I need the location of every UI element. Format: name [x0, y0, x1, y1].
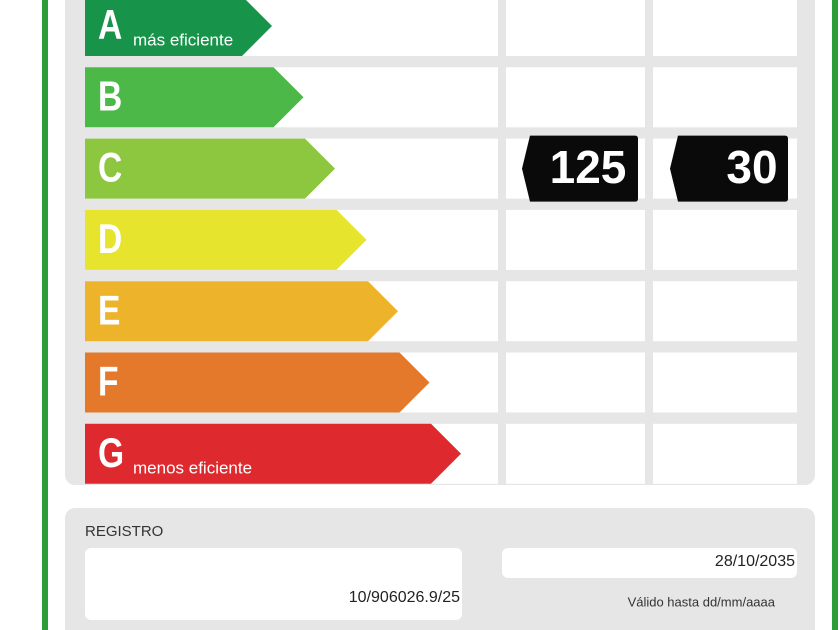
registro-date: 28/10/2035 [715, 553, 795, 570]
border-left [42, 0, 48, 630]
class-letter: E [98, 288, 120, 334]
class-arrow [85, 423, 461, 484]
registro-title: REGISTRO [85, 523, 163, 540]
class-arrow [85, 352, 430, 413]
column-cell [653, 209, 797, 270]
column-cell [506, 352, 645, 413]
column-cell [653, 0, 797, 56]
class-note: menos eficiente [133, 458, 252, 477]
number-box [85, 548, 462, 620]
class-letter: D [98, 217, 122, 263]
class-arrow [85, 0, 272, 56]
class-arrow [85, 209, 367, 270]
class-letter: A [98, 3, 122, 49]
registro-number: 10/906026.9/25 [349, 589, 460, 606]
class-letter: G [98, 430, 124, 476]
column-cell [506, 281, 645, 342]
class-letter: C [98, 145, 122, 191]
column-cell [653, 423, 797, 484]
column-cell [653, 352, 797, 413]
rating-badge [522, 135, 638, 202]
class-letter: F [98, 359, 119, 405]
rating-value: 30 [726, 141, 777, 193]
column-cell [653, 281, 797, 342]
date-box [502, 548, 797, 578]
rating-value: 125 [550, 141, 627, 193]
column-cell [506, 0, 645, 56]
rating-badge [670, 135, 788, 202]
class-arrow [85, 138, 335, 199]
column-cell [506, 67, 645, 128]
column-cell [506, 209, 645, 270]
class-letter: B [98, 74, 122, 120]
border-right [832, 0, 838, 630]
valid-note: Válido hasta dd/mm/aaaa [628, 594, 776, 609]
class-arrow [85, 67, 304, 128]
column-cell [653, 67, 797, 128]
class-note: más eficiente [133, 30, 233, 49]
class-arrow [85, 281, 398, 342]
column-cell [506, 423, 645, 484]
